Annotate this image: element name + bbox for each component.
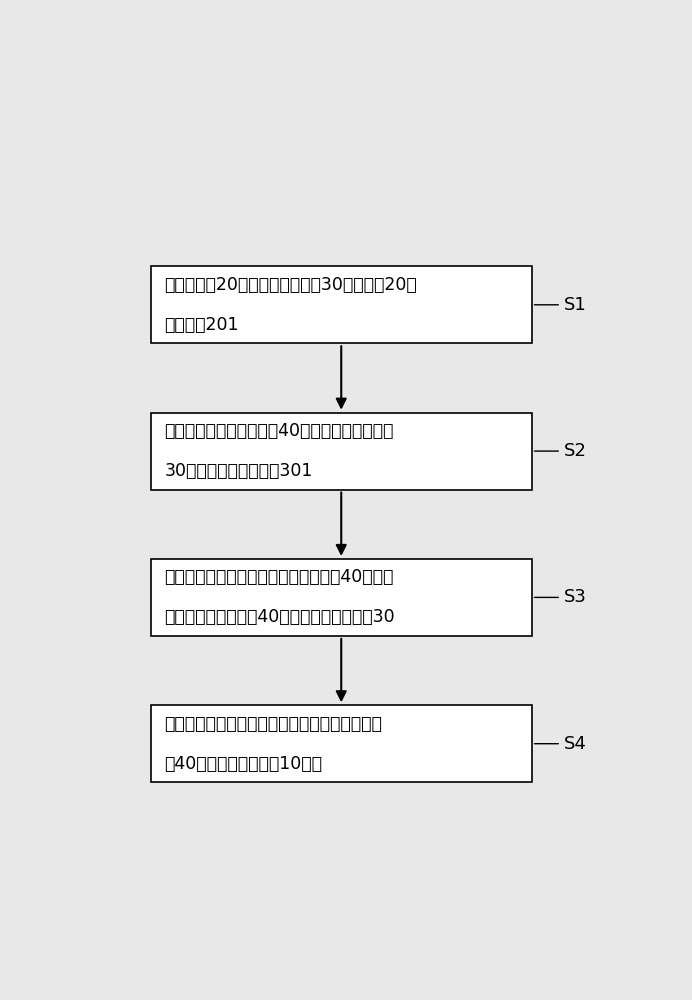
Text: 提供一碳纳米管拉膜结枔40，覆盖于该石墨烯膜: 提供一碳纳米管拉膜结枔40，覆盖于该石墨烯膜 — [164, 422, 394, 440]
Bar — [151, 559, 531, 636]
Text: 第一表面201: 第一表面201 — [164, 316, 239, 334]
Text: S3: S3 — [564, 588, 587, 606]
Text: 枔40与石墨烯纳米窄幤10分离: 枔40与石墨烯纳米窄幤10分离 — [164, 755, 322, 773]
Text: 利用超声处理的方法，将残余的碳纳米管拉膜结: 利用超声处理的方法，将残余的碳纳米管拉膜结 — [164, 715, 382, 733]
Text: 提供一基帠20，设置一石墨烯膑30于该基帠20的: 提供一基帠20，设置一石墨烯膑30于该基帠20的 — [164, 276, 417, 294]
Bar — [151, 705, 531, 782]
Bar — [151, 413, 531, 490]
Text: S1: S1 — [564, 296, 587, 314]
Text: 该碳纳米管拉膜结枔40间隙下方的石墨烯膜30: 该碳纳米管拉膜结枔40间隙下方的石墨烯膜30 — [164, 608, 395, 626]
Text: S4: S4 — [564, 735, 587, 753]
Text: 利用反应离子刻蛀该碳纳米管拉膜结枔40及位于: 利用反应离子刻蛀该碳纳米管拉膜结枔40及位于 — [164, 568, 394, 586]
Text: S2: S2 — [564, 442, 587, 460]
Bar — [151, 266, 531, 343]
Text: 30远离基底的第二表面301: 30远离基底的第二表面301 — [164, 462, 313, 480]
